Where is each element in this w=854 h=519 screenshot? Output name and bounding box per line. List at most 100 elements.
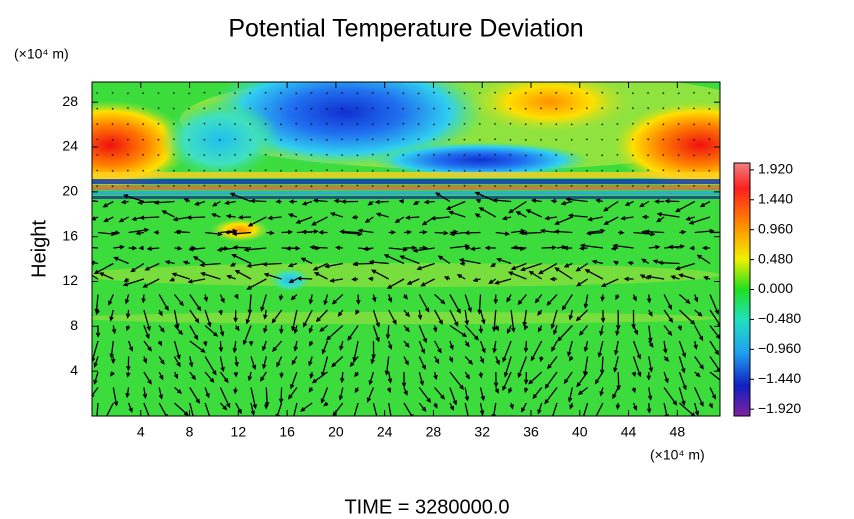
vector-head <box>496 257 502 263</box>
vector <box>648 325 652 342</box>
vector <box>569 309 573 320</box>
vector-head <box>586 231 592 236</box>
vector-head <box>549 276 555 282</box>
vector-head <box>504 231 511 236</box>
vector <box>92 274 99 280</box>
vector <box>227 275 236 280</box>
vector-head <box>530 198 537 203</box>
vector-head <box>313 272 320 277</box>
vector <box>371 169 374 172</box>
vector <box>158 356 165 365</box>
vector-head <box>501 215 508 221</box>
vector-head <box>217 231 223 237</box>
vector-head <box>367 200 373 206</box>
vector <box>94 262 114 274</box>
vector <box>632 356 641 377</box>
vector-head <box>357 228 363 234</box>
vector-head <box>560 201 566 206</box>
vector <box>140 216 160 219</box>
vector <box>189 247 206 251</box>
vector-head <box>406 280 412 285</box>
vector-head <box>267 215 273 221</box>
vector-head <box>146 325 151 332</box>
vector <box>165 260 175 265</box>
vector <box>631 169 634 172</box>
vector <box>325 262 343 268</box>
vector-head <box>458 257 465 263</box>
vector-head <box>287 213 294 218</box>
vector <box>570 123 573 126</box>
vector-head <box>194 201 200 206</box>
vector-head <box>216 247 223 252</box>
vector <box>204 325 218 337</box>
vector-head <box>517 300 523 306</box>
vector <box>158 294 169 311</box>
vector-head <box>537 310 542 316</box>
vector <box>388 309 397 325</box>
vector <box>463 184 466 187</box>
vector-head <box>188 246 194 252</box>
vector <box>434 340 442 353</box>
vector <box>204 371 215 383</box>
vector <box>625 200 634 206</box>
vector <box>478 138 481 141</box>
vector-head <box>113 256 119 261</box>
vector-head <box>610 246 617 251</box>
vector-head <box>160 359 165 365</box>
vector <box>617 371 620 390</box>
vector-head <box>211 213 217 218</box>
vector-head <box>347 335 352 341</box>
vector <box>105 402 114 416</box>
vector-head <box>355 309 360 315</box>
vector <box>648 246 660 249</box>
vector <box>544 371 558 389</box>
vector <box>576 309 589 321</box>
x-tick-label: 40 <box>572 424 588 440</box>
vector <box>300 402 313 412</box>
vector-head <box>443 276 450 281</box>
vector <box>579 325 589 336</box>
vector-head <box>615 330 620 337</box>
vector <box>449 294 461 314</box>
vector-head <box>209 377 215 384</box>
vector <box>387 122 389 125</box>
vector-head <box>561 244 567 250</box>
vector-head <box>693 344 698 350</box>
vector-head <box>110 371 115 377</box>
vector <box>203 122 206 125</box>
vector-head <box>619 230 625 235</box>
vector-head <box>461 332 468 338</box>
vector <box>631 154 634 157</box>
vector <box>463 92 466 95</box>
vector <box>524 154 527 157</box>
vector <box>218 169 221 172</box>
vector-head <box>339 345 344 351</box>
vector <box>124 194 145 203</box>
vector-head <box>320 398 325 404</box>
vector <box>387 107 390 110</box>
vector <box>219 387 231 408</box>
vector <box>322 340 329 354</box>
vector-head <box>681 368 686 374</box>
vector-head <box>561 305 567 311</box>
vector-head <box>98 272 105 277</box>
vector <box>204 387 210 398</box>
vector <box>566 198 588 203</box>
vector-head <box>656 212 663 217</box>
vector <box>189 402 194 416</box>
vector-head <box>218 347 224 353</box>
vector-head <box>308 387 314 393</box>
vector <box>243 325 252 345</box>
vector <box>138 200 160 204</box>
vector <box>647 138 650 141</box>
vector-head <box>417 314 423 321</box>
vector-head <box>110 231 117 237</box>
vector-head <box>568 315 574 321</box>
vector-head <box>164 305 169 312</box>
vector <box>296 216 313 224</box>
vector-head <box>494 280 500 285</box>
vector-head <box>126 325 131 332</box>
vector-head <box>449 344 454 351</box>
footer: TIME = 3280000.0 <box>344 496 509 518</box>
vector <box>663 294 672 310</box>
